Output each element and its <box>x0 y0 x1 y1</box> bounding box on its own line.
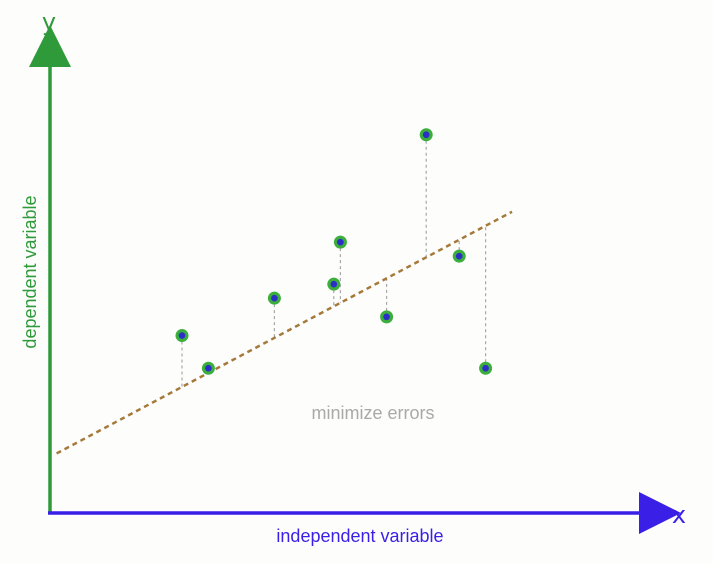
y-axis-letter: y <box>42 8 56 36</box>
x-axis-label: independent variable <box>276 526 443 546</box>
data-point-7 <box>419 128 433 142</box>
regression-line <box>56 210 513 455</box>
data-point-6 <box>380 310 394 324</box>
data-point-9 <box>479 361 493 375</box>
x-axis-letter: x <box>672 501 686 529</box>
data-point-5 <box>333 235 347 249</box>
y-axis-label: dependent variable <box>20 195 40 348</box>
residual-lines <box>181 134 487 387</box>
data-point-2 <box>201 361 215 375</box>
data-point-4 <box>327 277 341 291</box>
data-point-3 <box>267 291 281 305</box>
data-points <box>175 128 493 375</box>
data-point-1 <box>175 329 189 343</box>
minimize-errors-annotation: minimize errors <box>311 403 434 423</box>
data-point-8 <box>452 249 466 263</box>
